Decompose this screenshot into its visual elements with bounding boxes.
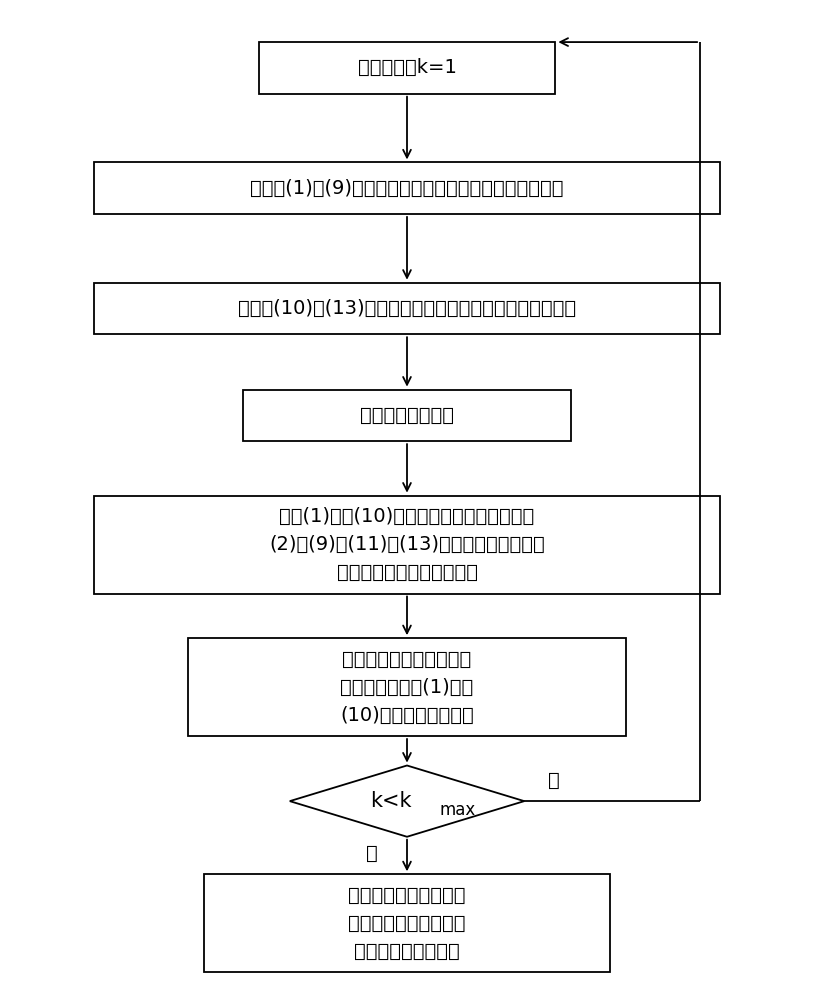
Text: 是: 是	[366, 844, 378, 863]
Bar	[94, 283, 720, 334]
Bar	[259, 42, 555, 94]
Text: 输出最优微网和配网的
最优运行成本及各控制
变量值及交换功率值: 输出最优微网和配网的 最优运行成本及各控制 变量值及交换功率值	[348, 886, 466, 961]
Bar	[94, 162, 720, 214]
Bar	[188, 638, 626, 736]
Text: 粒子群算法结合两点估计
方法求解，得式(1)和式
(10)二者之和最优的值: 粒子群算法结合两点估计 方法求解，得式(1)和式 (10)二者之和最优的值	[340, 650, 474, 725]
Text: 求解式(1)到(9)，得每个时间段的微网从配网输入的功率: 求解式(1)到(9)，得每个时间段的微网从配网输入的功率	[250, 179, 564, 198]
Bar	[94, 496, 720, 594]
Bar	[243, 390, 571, 441]
Text: 以式(1)和式(10)二者之和作为目标函数，式
(2)到(9)及(11)到(13)为约束条件，同时增
加功率交换区间的约束条件: 以式(1)和式(10)二者之和作为目标函数，式 (2)到(9)及(11)到(13…	[269, 507, 545, 582]
Text: 构成功率交换区间: 构成功率交换区间	[360, 406, 454, 425]
Bar	[204, 874, 610, 972]
Text: 令迭代次数k=1: 令迭代次数k=1	[357, 58, 457, 77]
Text: 求解式(10)到(13)，得每个时间段的配网给微网的输出功率: 求解式(10)到(13)，得每个时间段的配网给微网的输出功率	[238, 299, 576, 318]
Polygon shape	[290, 765, 524, 837]
Text: 否: 否	[548, 771, 559, 790]
Text: max: max	[440, 801, 476, 819]
Text: k<k: k<k	[370, 791, 412, 811]
